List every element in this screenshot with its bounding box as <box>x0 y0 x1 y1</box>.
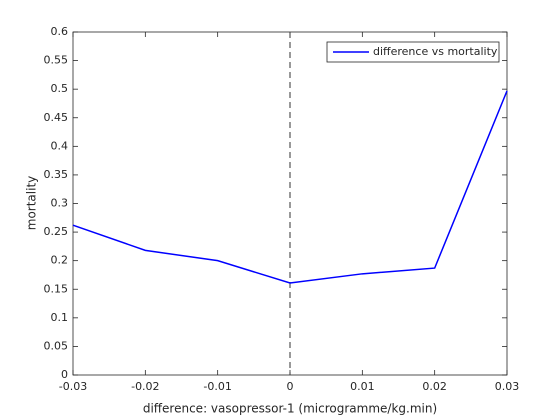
x-tick-label: 0.03 <box>495 380 520 393</box>
legend-label: difference vs mortality <box>373 45 498 58</box>
x-axis-label: difference: vasopressor-1 (microgramme/k… <box>143 402 437 416</box>
y-tick-label: 0.4 <box>51 139 69 152</box>
y-tick-label: 0.05 <box>44 339 69 352</box>
x-tick-label: -0.03 <box>59 380 87 393</box>
y-tick-label: 0.5 <box>51 82 69 95</box>
y-tick-label: 0.3 <box>51 197 69 210</box>
y-tick-label: 0.1 <box>51 311 69 324</box>
legend <box>326 41 500 63</box>
y-tick-label: 0.35 <box>44 168 69 181</box>
x-tick-label: -0.01 <box>203 380 231 393</box>
x-tick-label: 0 <box>287 380 294 393</box>
y-axis-label: mortality <box>25 176 39 231</box>
y-tick-label: 0.45 <box>44 111 69 124</box>
y-tick-label: 0.15 <box>44 282 69 295</box>
y-tick-label: 0.2 <box>51 254 69 267</box>
y-tick-label: 0 <box>61 368 68 381</box>
x-tick-label: 0.01 <box>350 380 375 393</box>
x-tick-label: -0.02 <box>131 380 159 393</box>
x-tick-label: 0.02 <box>422 380 447 393</box>
y-tick-label: 0.6 <box>51 25 69 38</box>
y-tick-label: 0.55 <box>44 54 69 67</box>
data-line <box>72 90 508 284</box>
y-tick-label: 0.25 <box>44 225 69 238</box>
